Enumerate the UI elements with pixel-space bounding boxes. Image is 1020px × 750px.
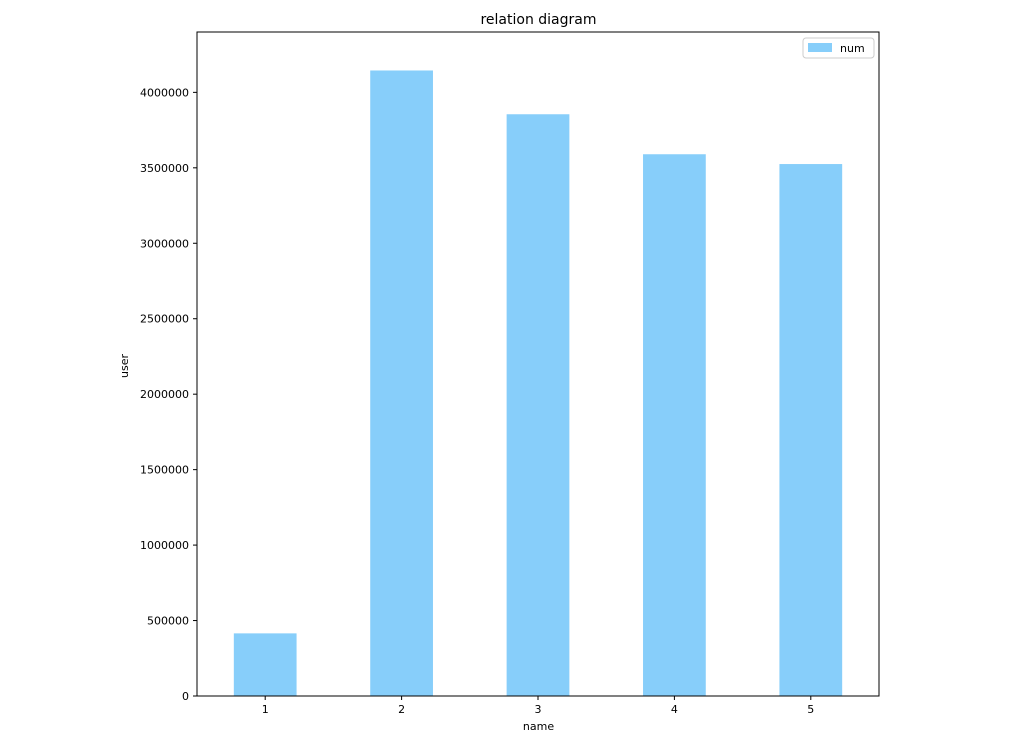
legend-label: num <box>840 42 865 55</box>
bar-5 <box>779 164 843 697</box>
bars <box>233 70 843 697</box>
bar-2 <box>370 70 433 697</box>
legend-swatch <box>808 43 832 52</box>
y-tick-label: 500000 <box>147 615 189 628</box>
x-tick-label: 2 <box>398 703 405 716</box>
legend: num <box>802 37 875 59</box>
chart-title: relation diagram <box>480 12 596 28</box>
y-tick-label: 2000000 <box>140 388 189 401</box>
y-axis-label: user <box>118 354 131 378</box>
bar-3 <box>506 114 570 696</box>
plot-area <box>196 31 880 697</box>
y-axis: 0 500000 1000000 1500000 2000000 2500000 30000… <box>140 86 197 703</box>
y-tick-label: 4000000 <box>140 86 189 99</box>
x-tick-label: 4 <box>671 703 678 716</box>
x-tick-label: 5 <box>807 703 814 716</box>
x-axis: 1 2 3 4 5 <box>262 696 814 716</box>
y-tick-label: 1000000 <box>140 539 189 552</box>
y-tick-label: 3500000 <box>140 162 189 175</box>
y-tick-label: 2500000 <box>140 313 189 326</box>
y-tick-label: 3000000 <box>140 237 189 250</box>
bar-1 <box>233 633 297 696</box>
y-tick-label: 0 <box>182 690 189 703</box>
x-tick-label: 3 <box>535 703 542 716</box>
x-axis-label: name <box>523 720 554 733</box>
y-tick-label: 1500000 <box>140 464 189 477</box>
x-tick-label: 1 <box>262 703 269 716</box>
bar-4 <box>643 154 706 697</box>
